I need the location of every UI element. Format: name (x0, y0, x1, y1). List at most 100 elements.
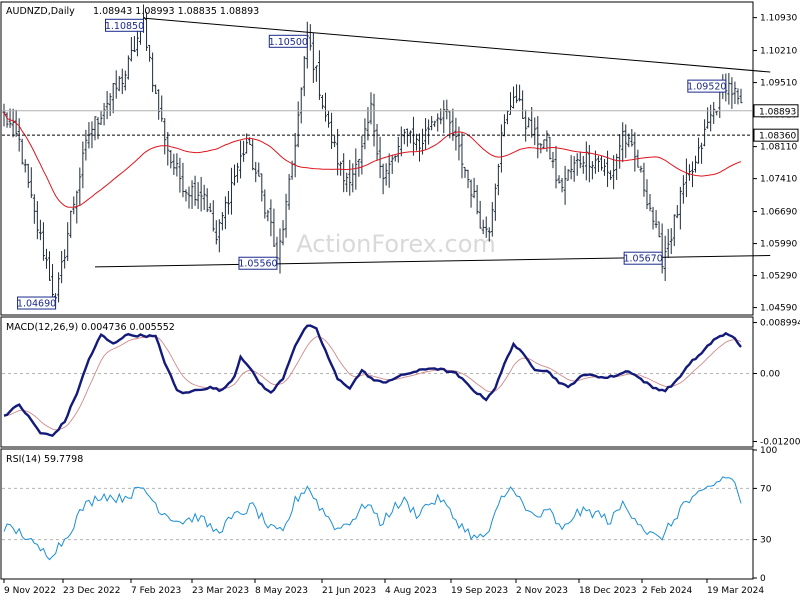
price-bar (117, 75, 121, 92)
price-bar (484, 216, 488, 238)
price-bar (175, 153, 179, 177)
price-bar (399, 126, 403, 157)
price-bar (627, 133, 631, 148)
price-bar (339, 161, 343, 176)
price-bar (257, 162, 261, 177)
price-bar (642, 162, 646, 197)
price-bar (114, 70, 118, 99)
price-bar (278, 228, 282, 274)
price-bar (648, 194, 652, 212)
date-axis-label: 21 Jun 2023 (322, 586, 376, 596)
price-bar (126, 55, 130, 80)
price-bar (90, 121, 94, 149)
price-bar (160, 95, 164, 122)
price-bar (184, 189, 188, 202)
annotation-label: 1.05560 (238, 259, 277, 270)
price-bar (154, 84, 158, 94)
price-bar (524, 109, 528, 142)
price-bar (566, 169, 570, 181)
price-bar (675, 205, 679, 219)
price-bar (35, 201, 39, 240)
price-bar (499, 124, 503, 173)
price-bar (327, 110, 331, 128)
price-bar (639, 165, 643, 173)
price-bar (672, 214, 676, 247)
price-bar (178, 157, 182, 193)
price-bar (487, 227, 491, 242)
price-bar (293, 133, 297, 178)
price-axis-label: 1.10210 (760, 47, 797, 57)
price-bar (606, 150, 610, 187)
price-bar (172, 153, 176, 175)
price-axis-label: 1.05290 (760, 272, 797, 282)
price-bar (381, 163, 385, 195)
price-bar (697, 137, 701, 164)
price-bar (181, 162, 185, 198)
macd-line (3, 324, 742, 438)
price-bar (493, 183, 497, 221)
price-bar (578, 151, 582, 169)
price-bar (111, 83, 115, 114)
price-bar (57, 272, 61, 303)
price-axis-label: 1.09510 (760, 79, 797, 89)
price-bar (624, 124, 628, 159)
price-axis-label: 1.10930 (760, 14, 797, 24)
price-bar (132, 35, 136, 52)
price-bar (26, 163, 30, 188)
price-bar (81, 141, 85, 189)
date-axis-label: 4 Aug 2023 (385, 586, 437, 596)
price-bar (463, 166, 467, 178)
price-bar (63, 249, 67, 269)
price-bar (199, 176, 203, 212)
last-price-tag: 1.08893 (753, 104, 799, 118)
date-axis-label: 7 Feb 2023 (131, 586, 181, 596)
price-bar (405, 128, 409, 147)
annotation-label: 1.10850 (105, 21, 144, 32)
price-bar (496, 163, 500, 196)
price-bar (342, 153, 346, 193)
price-bar (84, 129, 88, 161)
price-bar (384, 163, 388, 186)
price-bar (660, 223, 664, 274)
price-bar (654, 210, 658, 229)
date-axis-label: 18 Dec 2023 (579, 586, 637, 596)
price-bar (657, 221, 661, 238)
price-bar (129, 37, 133, 62)
price-bar (584, 141, 588, 181)
price-bar (190, 180, 194, 209)
price-bar (345, 172, 349, 193)
price-bar (363, 118, 367, 150)
price-bar (251, 139, 255, 171)
price-bar (69, 210, 73, 238)
price-bar (502, 114, 506, 137)
price-bar (102, 102, 106, 126)
price-bar (572, 156, 576, 182)
price-bar (687, 164, 691, 181)
price-bar (5, 112, 9, 128)
price-bar (530, 107, 534, 138)
moving-average-line (3, 111, 742, 208)
price-bar (145, 11, 149, 51)
price-bar (542, 139, 546, 150)
price-bar (378, 136, 382, 179)
price-bar (430, 115, 434, 131)
price-bar (272, 208, 276, 248)
price-bar (666, 228, 670, 258)
price-bar (217, 219, 221, 253)
axis-layer: 1.109301.102101.095101.088101.081101.074… (3, 14, 800, 596)
price-bar (11, 108, 15, 138)
price-bar (730, 77, 734, 109)
price-bar (475, 185, 479, 215)
price-bar (108, 93, 112, 117)
macd-signal-line (3, 336, 742, 431)
price-bar (214, 220, 218, 245)
price-layer: 1.10850 1.10500 1.09520 1.05560 1.05670 1.046… (2, 4, 771, 310)
price-bar (211, 200, 215, 232)
price-bar (323, 92, 327, 122)
date-axis-label: 19 Sep 2023 (451, 586, 508, 596)
price-bar (151, 52, 155, 93)
price-bar (678, 186, 682, 230)
price-bar (694, 155, 698, 173)
date-axis-label: 8 May 2023 (255, 586, 308, 596)
